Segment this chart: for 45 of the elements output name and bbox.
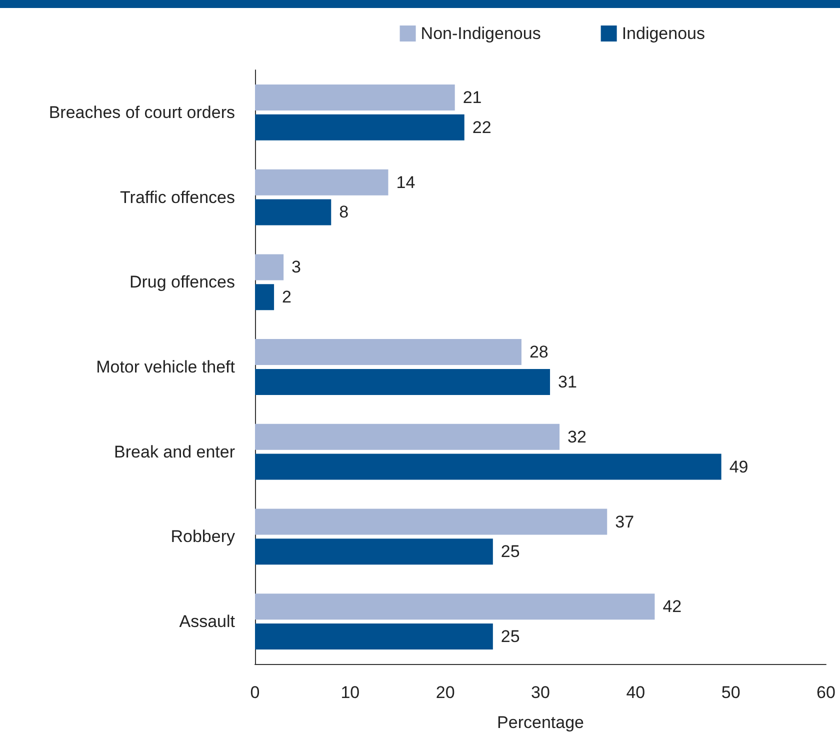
y-tick-label: Assault <box>179 612 236 632</box>
data-label: 32 <box>568 427 586 446</box>
legend-label: Non-Indigenous <box>420 24 541 43</box>
bar <box>255 538 493 565</box>
legend-label: Indigenous <box>622 24 706 43</box>
bar <box>255 454 722 480</box>
data-label: 25 <box>500 627 520 646</box>
data-label: 14 <box>396 172 416 192</box>
bar <box>255 254 284 280</box>
y-tick-label: Traffic offences <box>120 188 235 207</box>
x-axis-title: Percentage <box>497 713 584 732</box>
bar <box>255 199 332 226</box>
data-label: 2 <box>282 288 292 307</box>
data-label: 21 <box>462 88 482 107</box>
x-tick-label: 20 <box>436 683 455 702</box>
y-tick-label: Drug offences <box>129 272 235 292</box>
data-label: 28 <box>529 342 548 362</box>
y-tick-label: Robbery <box>170 527 236 546</box>
data-label: 49 <box>729 457 748 476</box>
x-tick-label: 30 <box>531 683 550 702</box>
y-tick-label: Breaches of court orders <box>48 102 235 122</box>
data-label: 31 <box>558 372 577 392</box>
x-tick-label: 50 <box>721 683 740 702</box>
data-label: 37 <box>615 512 634 532</box>
bar <box>255 424 560 450</box>
y-tick-label: Break and enter <box>114 442 236 462</box>
x-tick-label: 40 <box>626 683 646 702</box>
bar <box>255 114 464 140</box>
bar <box>255 84 455 110</box>
y-tick-label: Motor vehicle theft <box>96 358 236 376</box>
bar <box>255 594 655 620</box>
bar <box>255 368 550 395</box>
bar <box>255 508 608 535</box>
x-tick-label: 60 <box>816 683 836 702</box>
data-label: 22 <box>472 118 492 137</box>
data-label: 42 <box>662 597 682 616</box>
bar <box>255 624 493 650</box>
x-tick-label: 0 <box>250 683 260 702</box>
bar <box>255 284 274 310</box>
data-label: 3 <box>292 258 302 277</box>
bar <box>255 339 522 366</box>
data-label: 25 <box>500 542 520 562</box>
bar <box>255 169 388 196</box>
x-tick-label: 10 <box>340 683 360 702</box>
data-label: 8 <box>339 202 349 222</box>
